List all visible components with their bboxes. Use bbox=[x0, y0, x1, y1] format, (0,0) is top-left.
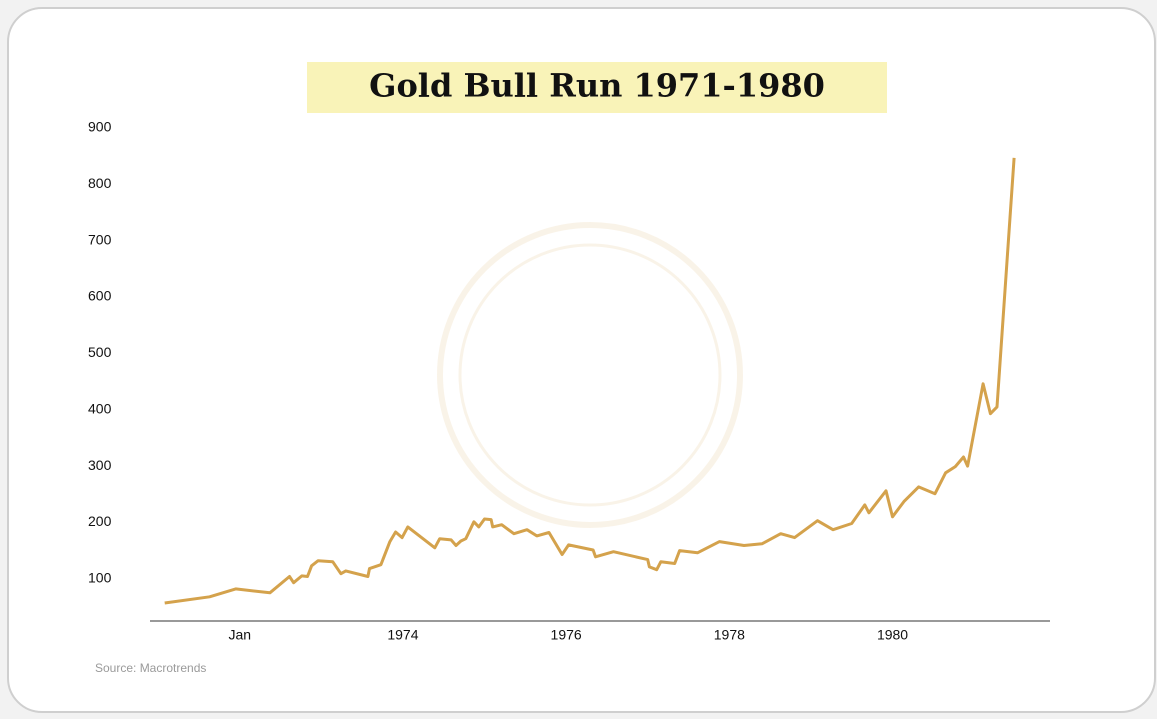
x-tick-label: 1980 bbox=[877, 627, 908, 643]
y-tick-label: 600 bbox=[88, 288, 112, 304]
source: Source: Macrotrends bbox=[95, 661, 206, 675]
y-tick-label: 700 bbox=[88, 231, 112, 247]
panel bbox=[38, 36, 1128, 696]
y-tick-label: 800 bbox=[88, 175, 112, 191]
y-tick-label: 500 bbox=[88, 344, 112, 360]
y-tick-label: 300 bbox=[88, 457, 112, 473]
title-box bbox=[307, 62, 887, 113]
price-line bbox=[164, 157, 1016, 605]
y-tick-label: 400 bbox=[88, 400, 112, 416]
y-tick-label: 900 bbox=[88, 119, 112, 135]
chart-title: Gold Bull Run 1971-1980 bbox=[369, 67, 825, 105]
x-tick-label: 1974 bbox=[387, 627, 418, 643]
y-tick-label: 200 bbox=[88, 513, 112, 529]
y-tick-label: 100 bbox=[88, 569, 112, 585]
x-tick-label: Jan bbox=[228, 627, 251, 643]
x-tick-label: 1976 bbox=[551, 627, 582, 643]
x-tick-label: 1978 bbox=[714, 627, 745, 643]
watermark bbox=[437, 222, 743, 528]
